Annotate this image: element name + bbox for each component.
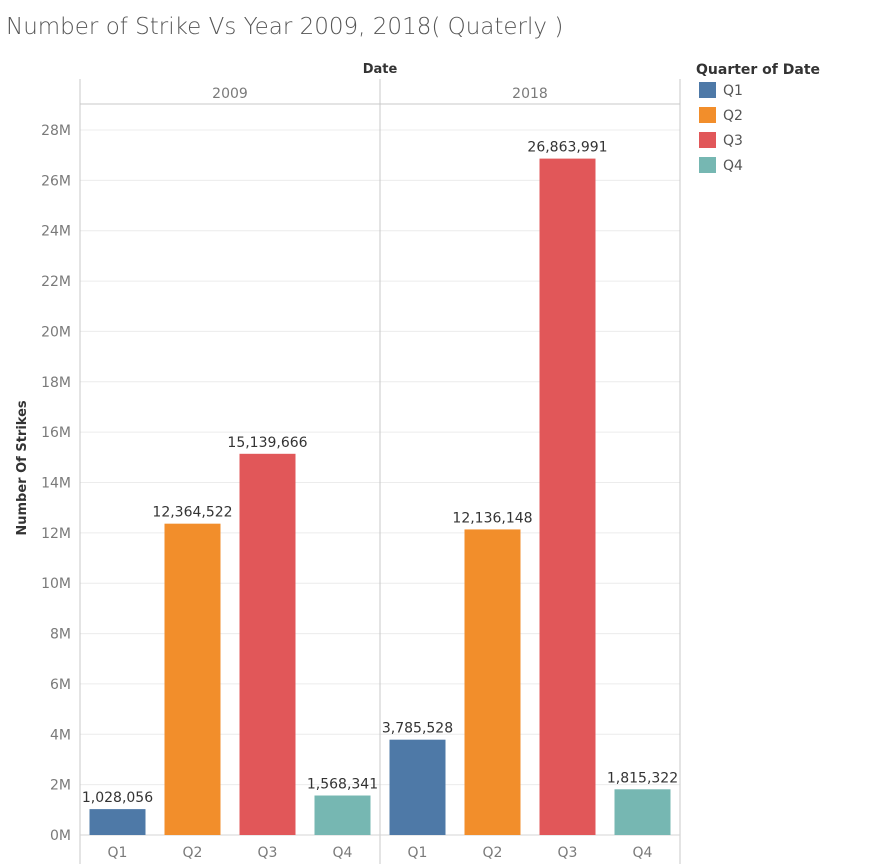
x-tick-label: Q1 [108, 845, 128, 861]
y-tick-label: 18M [41, 375, 71, 391]
y-tick-label: 28M [41, 123, 71, 139]
x-tick-label: Q3 [558, 845, 578, 861]
bar [314, 795, 371, 835]
y-tick-label: 20M [41, 324, 71, 340]
data-label: 26,863,991 [527, 140, 607, 156]
legend-swatch [699, 82, 716, 98]
bar [614, 789, 671, 835]
x-tick-label: Q2 [483, 845, 503, 861]
y-tick-label: 22M [41, 274, 71, 290]
panel-label: 2018 [512, 86, 548, 102]
x-tick-label: Q2 [183, 845, 203, 861]
y-tick-label: 4M [50, 727, 71, 743]
y-tick-label: 16M [41, 425, 71, 441]
y-tick-label: 0M [50, 828, 71, 844]
legend-title: Quarter of Date [696, 62, 820, 78]
legend-label: Q1 [723, 83, 743, 99]
bar [389, 739, 446, 835]
x-tick-label: Q3 [258, 845, 278, 861]
x-tick-label: Q1 [408, 845, 428, 861]
y-tick-label: 2M [50, 778, 71, 794]
bar [164, 523, 221, 835]
y-tick-label: 8M [50, 627, 71, 643]
data-label: 12,136,148 [452, 510, 532, 526]
y-tick-label: 14M [41, 476, 71, 492]
chart-title: Number of Strike Vs Year 2009, 2018( Qua… [6, 14, 563, 40]
panel-label: 2009 [212, 86, 248, 102]
data-label: 12,364,522 [152, 505, 232, 521]
legend-label: Q2 [723, 108, 743, 124]
legend-label: Q4 [723, 158, 743, 174]
y-tick-label: 10M [41, 576, 71, 592]
bar [89, 809, 146, 835]
data-label: 15,139,666 [227, 435, 307, 451]
data-label: 3,785,528 [382, 721, 453, 737]
data-label: 1,568,341 [307, 777, 378, 793]
legend-swatch [699, 157, 716, 173]
legend-swatch [699, 132, 716, 148]
y-axis-title: Number Of Strikes [15, 400, 30, 536]
y-tick-label: 24M [41, 224, 71, 240]
bar [239, 453, 296, 835]
data-label: 1,028,056 [82, 790, 153, 806]
legend-label: Q3 [723, 133, 743, 149]
x-tick-label: Q4 [633, 845, 653, 861]
y-tick-label: 12M [41, 526, 71, 542]
x-tick-label: Q4 [333, 845, 353, 861]
data-label: 1,815,322 [607, 770, 678, 786]
bar [539, 158, 596, 835]
legend-swatch [699, 107, 716, 123]
y-tick-label: 6M [50, 677, 71, 693]
bar [464, 529, 521, 835]
column-header: Date [363, 62, 398, 77]
y-tick-label: 26M [41, 173, 71, 189]
